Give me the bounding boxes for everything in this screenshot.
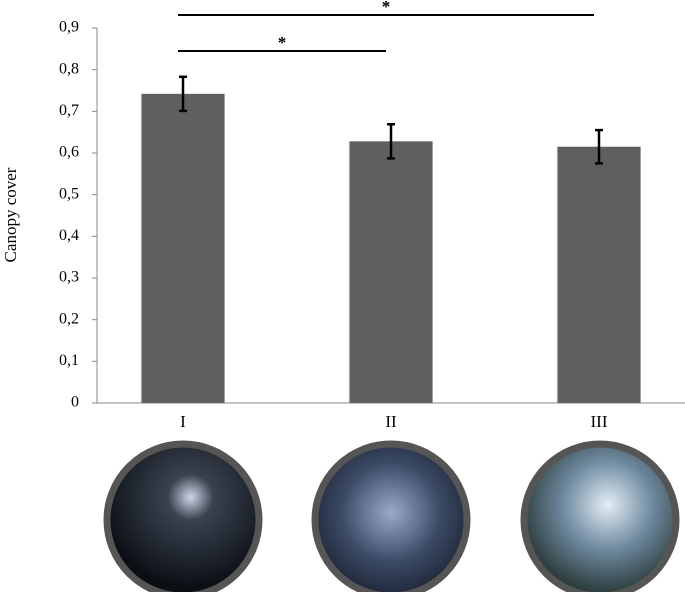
y-tick-label: 0 (71, 394, 79, 411)
x-tick-label: II (385, 412, 397, 431)
y-tick-label: 0,2 (59, 310, 79, 327)
significance-label: * (278, 33, 287, 52)
bar (557, 146, 641, 403)
significance-label: * (382, 0, 391, 16)
y-tick-label: 0,1 (59, 352, 79, 369)
x-tick-label: I (180, 412, 186, 431)
x-tick-label: III (591, 412, 608, 431)
y-axis-label: Canopy cover (1, 167, 20, 262)
error-bar (387, 123, 395, 160)
y-tick-label: 0,7 (59, 102, 79, 119)
y-tick-label: 0,6 (59, 144, 79, 161)
y-tick-label: 0,9 (59, 19, 79, 36)
bar (141, 93, 225, 403)
y-tick-label: 0,8 (59, 60, 79, 77)
error-bar (179, 75, 187, 113)
error-bar (595, 128, 603, 165)
y-tick-label: 0,4 (59, 227, 79, 244)
y-tick-label: 0,5 (59, 185, 79, 202)
canopy-photos (103, 440, 680, 592)
y-tick-label: 0,3 (59, 269, 79, 286)
bar (349, 141, 433, 404)
